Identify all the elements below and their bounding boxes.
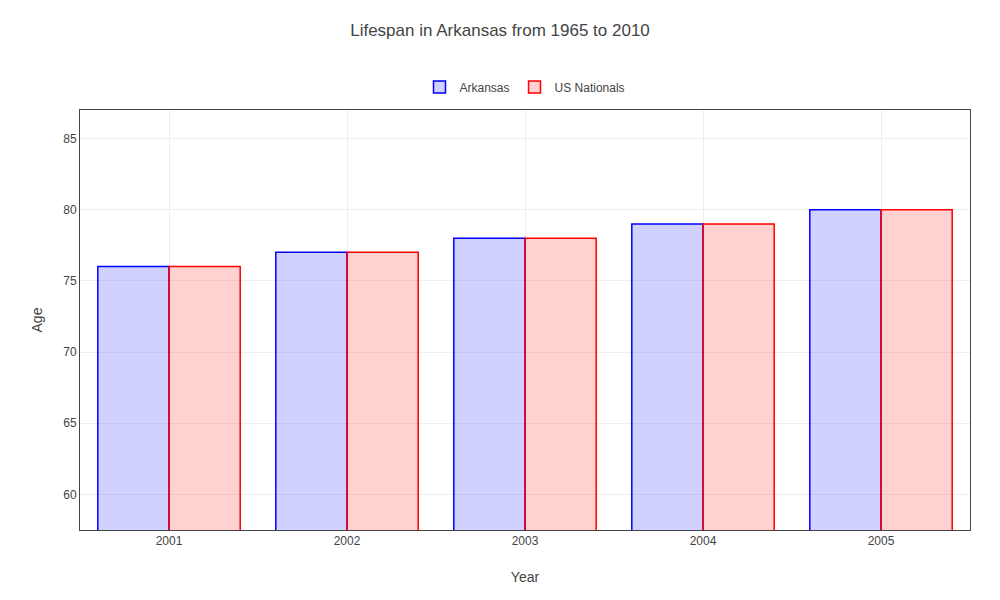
- svg-text:US Nationals: US Nationals: [555, 81, 625, 95]
- svg-text:2002: 2002: [334, 534, 361, 548]
- svg-text:Age: Age: [29, 307, 45, 332]
- svg-text:65: 65: [63, 416, 77, 430]
- svg-text:2001: 2001: [156, 534, 183, 548]
- svg-text:2004: 2004: [690, 534, 717, 548]
- svg-text:Year: Year: [511, 569, 540, 585]
- svg-text:80: 80: [63, 203, 77, 217]
- svg-text:75: 75: [63, 274, 77, 288]
- svg-text:Lifespan in Arkansas from 1965: Lifespan in Arkansas from 1965 to 2010: [350, 21, 650, 40]
- svg-text:2005: 2005: [868, 534, 895, 548]
- svg-text:Arkansas: Arkansas: [460, 81, 510, 95]
- svg-text:70: 70: [63, 345, 77, 359]
- svg-text:2003: 2003: [512, 534, 539, 548]
- svg-text:85: 85: [63, 132, 77, 146]
- svg-text:60: 60: [63, 488, 77, 502]
